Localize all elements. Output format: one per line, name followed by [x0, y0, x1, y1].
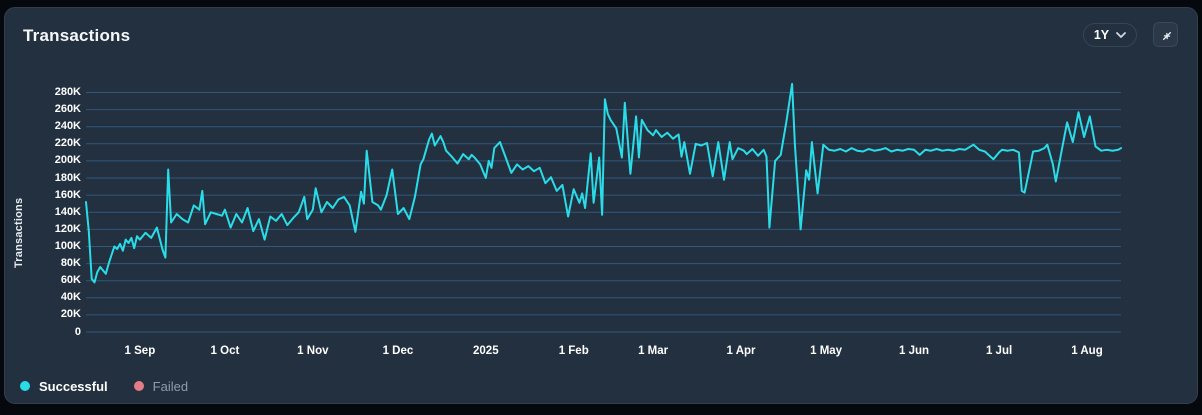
collapse-arrows-icon	[1162, 31, 1172, 41]
x-tick-label: 1 Nov	[297, 345, 329, 357]
legend-label: Successful	[39, 378, 108, 394]
transactions-chart-canvas	[85, 82, 1122, 333]
legend-item-successful[interactable]: Successful	[20, 379, 108, 394]
x-tick-label: 1 May	[810, 345, 843, 357]
y-tick-label: 120K	[54, 222, 81, 235]
legend-dot	[20, 381, 30, 391]
y-tick-label: 200K	[54, 154, 81, 167]
y-tick-label: 40K	[60, 291, 81, 304]
x-tick-label: 2025	[473, 345, 499, 357]
y-tick-label: 80K	[60, 257, 81, 270]
collapse-button[interactable]	[1153, 22, 1178, 47]
y-tick-label: 60K	[60, 274, 81, 287]
page-title: Transactions	[23, 26, 131, 45]
y-tick-label: 20K	[60, 308, 81, 321]
y-tick-label: 140K	[54, 205, 81, 218]
y-tick-label: 160K	[54, 188, 81, 201]
x-tick-label: 1 Jul	[985, 345, 1013, 357]
x-tick-label: 1 Mar	[638, 345, 669, 357]
time-range-value: 1Y	[1093, 28, 1110, 42]
chevron-down-icon	[1116, 32, 1127, 38]
x-tick-label: 1 Apr	[726, 345, 756, 357]
x-tick-label: 1 Dec	[382, 345, 414, 357]
y-tick-label: 100K	[54, 239, 81, 252]
chart-legend: Successful Failed	[20, 377, 188, 395]
y-tick-label: 260K	[54, 103, 81, 116]
time-range-selector[interactable]: 1Y	[1083, 23, 1137, 47]
y-tick-label: 0	[74, 325, 81, 338]
x-tick-label: 1 Feb	[558, 345, 589, 357]
x-tick-label: 1 Sep	[124, 345, 156, 357]
legend-item-failed[interactable]: Failed	[133, 378, 189, 394]
x-tick-label: 1 Aug	[1071, 345, 1103, 357]
y-tick-label: 240K	[54, 120, 81, 133]
y-tick-label: 280K	[54, 86, 81, 98]
transactions-card: Transactions 1Y Transactions 0 20K 40K 60K 8…	[4, 7, 1198, 404]
y-tick-label: 220K	[54, 137, 81, 150]
legend-label: Failed	[152, 378, 189, 394]
y-tick-label: 180K	[54, 171, 81, 184]
x-tick-label: 1 Oct	[210, 345, 240, 357]
legend-dot	[133, 381, 144, 391]
successful-series-line	[85, 82, 1122, 284]
x-tick-label: 1 Jun	[898, 345, 930, 357]
